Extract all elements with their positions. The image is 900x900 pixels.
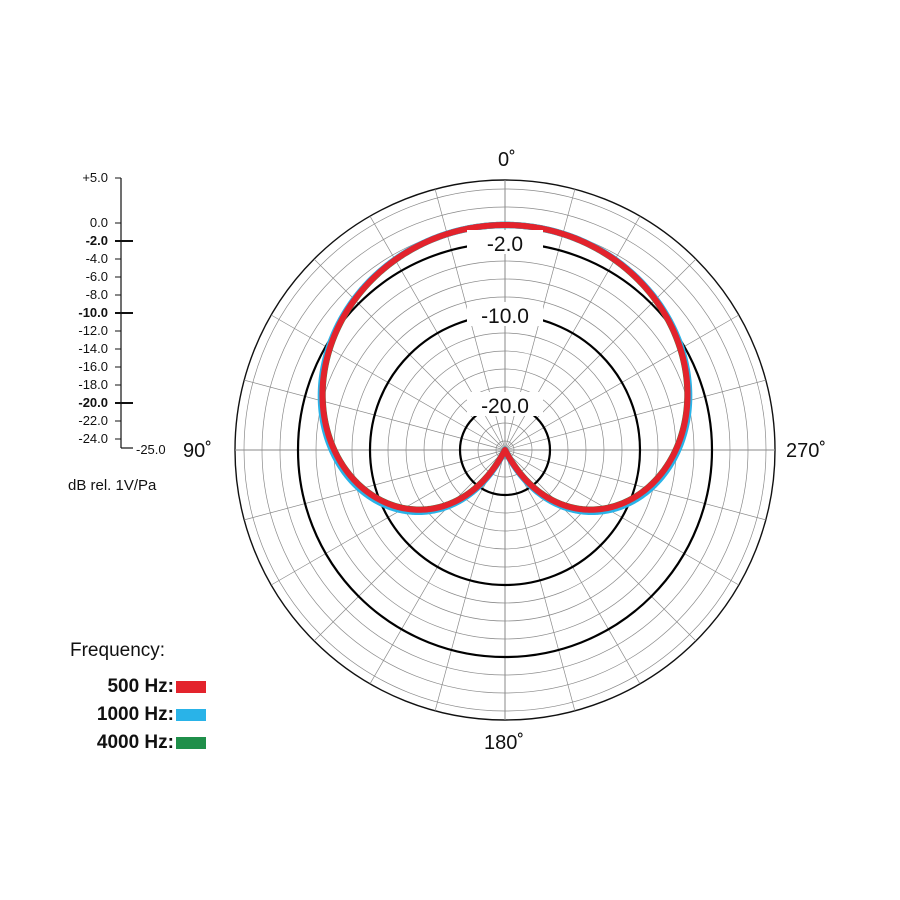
legend-entry: 4000 Hz:	[60, 732, 220, 754]
ring-label-bg	[467, 302, 543, 326]
scale-tick-label: -4.0	[85, 251, 108, 266]
scale-tick-label: -12.0	[78, 323, 108, 338]
ring-label: -2.0	[487, 233, 523, 256]
scale-tick-label: -24.0	[78, 431, 108, 446]
angle-label-270: 270˚	[786, 440, 827, 462]
scale-tick-label: 0.0	[89, 215, 108, 230]
legend-entry: 500 Hz:	[60, 676, 220, 698]
legend-entry: 1000 Hz:	[60, 704, 220, 726]
angle-label-90: 90˚	[183, 440, 212, 462]
scale-tick-label: -6.0	[85, 269, 108, 284]
angle-label-180: 180˚	[484, 732, 525, 754]
ring-label-bg	[467, 392, 543, 416]
legend-swatch	[176, 709, 206, 721]
series-layer	[317, 221, 693, 516]
scale-min-label: -25.0	[136, 442, 166, 457]
ring-labels: -2.0 -10.0 -20.0	[467, 230, 543, 418]
angle-label-0: 0˚	[498, 149, 516, 171]
unit-label: dB rel. 1V/Pa	[68, 477, 157, 494]
scale-tick-label: -14.0	[78, 341, 108, 356]
scale-tick-label: -8.0	[85, 287, 108, 302]
scale-tick-label: -2.0	[85, 233, 108, 248]
legend-label: 4000 Hz:	[96, 732, 174, 753]
legend-label: 500 Hz:	[107, 676, 174, 697]
ring-label: -20.0	[481, 395, 529, 418]
scale-tick-label: +5.0	[82, 170, 108, 185]
series-line	[319, 222, 691, 513]
scale-tick-label: -18.0	[78, 377, 108, 392]
legend-title: Frequency:	[70, 640, 166, 661]
ring-label-bg	[467, 230, 543, 254]
scale-axis	[115, 177, 133, 449]
scale-tick-label: -16.0	[78, 359, 108, 374]
legend-swatch	[176, 681, 206, 693]
ring-label: -10.0	[481, 305, 529, 328]
scale-tick-label: -22.0	[78, 413, 108, 428]
legend-label: 1000 Hz:	[96, 704, 174, 725]
scale-tick-label: -10.0	[78, 305, 108, 320]
legend-swatch	[176, 737, 206, 749]
scale-tick-label: -20.0	[78, 395, 108, 410]
